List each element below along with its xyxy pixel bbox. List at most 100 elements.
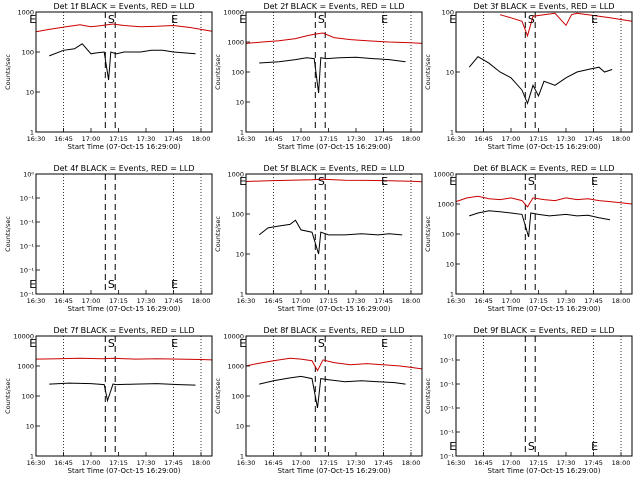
- marker-label-e: E: [381, 175, 388, 188]
- x-tick-label: 17:00: [82, 135, 101, 143]
- x-tick-label: 16:30: [27, 459, 46, 467]
- x-axis-label: Start Time (07-Oct-15 16:29:00): [68, 305, 181, 313]
- x-tick-label: 17:15: [319, 459, 338, 467]
- y-tick-label: 1: [240, 129, 244, 137]
- series-lld-line: [35, 357, 213, 361]
- y-axis-label: Counts/sec: [424, 216, 432, 252]
- series-events-line: [258, 219, 403, 255]
- chart-panel-9: Det 9f BLACK = Events, RED = LLD 16:30 16:…: [424, 326, 633, 475]
- x-tick-label: 16:45: [54, 459, 73, 467]
- x-tick-label: 18:00: [402, 297, 421, 305]
- x-tick-label: 16:45: [264, 459, 283, 467]
- chart-panel-1: Det 1f BLACK = Events, RED = LLD 16:30 16:…: [4, 2, 213, 151]
- x-tick-label: 17:45: [374, 135, 393, 143]
- marker-label-e: E: [29, 337, 36, 350]
- x-tick-label: 17:30: [557, 297, 576, 305]
- x-tick-label: 16:30: [237, 135, 256, 143]
- y-tick-label: 10⁻¹: [440, 453, 455, 461]
- y-tick-label: 1000: [17, 363, 34, 371]
- x-tick-label: 16:30: [27, 135, 46, 143]
- marker-label-s: S: [528, 175, 535, 188]
- marker-label-e: E: [239, 13, 246, 26]
- plot-frame: [245, 335, 423, 457]
- x-tick-label: 17:45: [374, 297, 393, 305]
- x-axis-label: Start Time (07-Oct-15 16:29:00): [278, 143, 391, 151]
- series-lld-line: [245, 357, 423, 372]
- marker-label-e: E: [449, 175, 456, 188]
- y-axis-label: Counts/sec: [214, 378, 222, 414]
- marker-label-e: E: [381, 13, 388, 26]
- plot-frame: [35, 335, 213, 457]
- marker-label-s: S: [318, 337, 325, 350]
- series-lld-line: [35, 23, 213, 33]
- x-tick-label: 16:30: [27, 297, 46, 305]
- x-tick-label: 17:45: [164, 297, 183, 305]
- x-tick-label: 17:45: [584, 297, 603, 305]
- y-tick-label: 1: [240, 453, 244, 461]
- x-tick-label: 18:00: [612, 459, 631, 467]
- x-tick-label: 16:30: [447, 459, 466, 467]
- plot-frame: [245, 11, 423, 133]
- series-lld-line: [245, 32, 423, 44]
- x-tick-label: 17:15: [109, 459, 128, 467]
- marker-label-e: E: [381, 337, 388, 350]
- x-tick-label: 17:15: [109, 135, 128, 143]
- chart-title: Det 4f BLACK = Events, RED = LLD: [53, 164, 194, 173]
- y-tick-label: 1: [30, 129, 34, 137]
- y-tick-label: 10: [236, 423, 244, 431]
- y-tick-label: 100: [232, 393, 244, 401]
- y-tick-label: 1: [30, 453, 34, 461]
- y-tick-label: 100: [232, 69, 244, 77]
- x-tick-label: 16:45: [474, 459, 493, 467]
- y-tick-label: 10⁻¹: [20, 291, 35, 299]
- x-tick-label: 17:00: [292, 459, 311, 467]
- y-tick-label: 10: [26, 89, 34, 97]
- y-tick-label: 10⁻¹: [20, 219, 35, 227]
- x-tick-label: 17:00: [292, 135, 311, 143]
- x-tick-label: 16:45: [54, 135, 73, 143]
- y-tick-label: 10: [26, 423, 34, 431]
- x-tick-label: 17:15: [109, 297, 128, 305]
- x-tick-label: 17:45: [584, 459, 603, 467]
- x-tick-label: 17:00: [502, 297, 521, 305]
- plot-frame: [245, 173, 423, 295]
- series-events-line: [468, 56, 613, 105]
- x-tick-label: 17:30: [137, 297, 156, 305]
- y-tick-label: 10: [446, 261, 454, 269]
- y-tick-label: 10⁰: [23, 171, 34, 179]
- y-tick-label: 100: [442, 231, 454, 239]
- plot-frame: [455, 173, 633, 295]
- chart-title: Det 2f BLACK = Events, RED = LLD: [263, 2, 404, 11]
- marker-label-s: S: [318, 175, 325, 188]
- series-events-line: [469, 210, 611, 238]
- x-tick-label: 17:00: [502, 135, 521, 143]
- x-tick-label: 17:30: [557, 459, 576, 467]
- chart-title: Det 3f BLACK = Events, RED = LLD: [473, 2, 614, 11]
- y-axis-label: Counts/sec: [214, 216, 222, 252]
- y-axis-label: Counts/sec: [4, 216, 12, 252]
- y-tick-label: 10: [446, 69, 454, 77]
- marker-label-e: E: [449, 440, 456, 453]
- series-events-line: [259, 56, 406, 94]
- x-tick-label: 17:30: [347, 135, 366, 143]
- y-tick-label: 100: [22, 49, 34, 57]
- chart-title: Det 5f BLACK = Events, RED = LLD: [263, 164, 404, 173]
- x-tick-label: 16:30: [447, 297, 466, 305]
- marker-label-e: E: [239, 337, 246, 350]
- y-tick-label: 100: [232, 211, 244, 219]
- chart-panel-7: Det 7f BLACK = Events, RED = LLD 16:30 16:…: [4, 326, 213, 475]
- chart-title: Det 1f BLACK = Events, RED = LLD: [53, 2, 194, 11]
- marker-label-s: S: [318, 13, 325, 26]
- x-tick-label: 17:00: [82, 459, 101, 467]
- y-tick-label: 10: [236, 251, 244, 259]
- marker-label-s: S: [108, 337, 115, 350]
- marker-label-e: E: [171, 337, 178, 350]
- x-tick-label: 17:15: [529, 459, 548, 467]
- plot-frame: [35, 11, 213, 133]
- y-tick-label: 100: [22, 393, 34, 401]
- y-axis-label: Counts/sec: [424, 54, 432, 90]
- marker-label-s: S: [528, 440, 535, 453]
- series-events-line: [49, 382, 196, 403]
- y-tick-label: 1000: [437, 201, 454, 209]
- x-tick-label: 18:00: [192, 297, 211, 305]
